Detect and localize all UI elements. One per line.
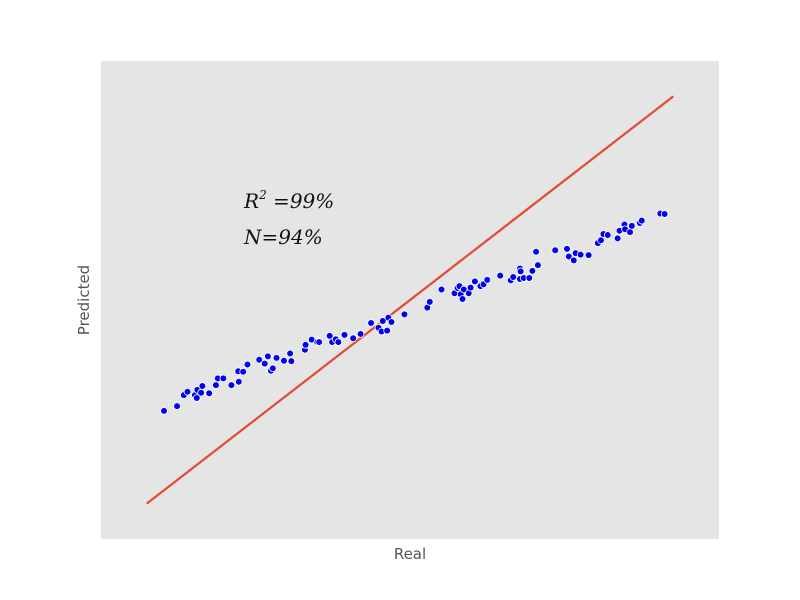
data-point [660,210,669,218]
data-point [459,285,468,294]
data-point [315,338,323,346]
reference-line-layer [146,95,674,505]
data-point [183,387,192,396]
data-point [255,355,264,364]
reference-line [146,95,674,505]
data-point [387,318,396,326]
data-point [637,216,646,225]
data-point [483,276,492,284]
data-point [551,246,560,255]
data-point [340,331,349,339]
annotations: R2 =99% N=94% [243,188,334,249]
data-point [569,256,578,265]
data-point [509,273,518,281]
data-point [613,234,622,243]
data-point [198,382,207,390]
data-point [603,231,612,239]
data-point [334,338,343,346]
data-point [471,277,479,286]
data-point [227,381,236,389]
data-point [160,407,168,415]
data-point [534,261,542,269]
data-point [235,377,243,386]
data-point [466,283,475,292]
data-point [367,319,375,327]
data-point [584,251,593,259]
data-point [272,354,281,362]
data-point [205,389,213,398]
data-point [197,388,205,397]
data-point [437,285,446,294]
data-point [286,349,294,358]
data-point [349,334,357,343]
data-point [425,298,434,306]
data-point [192,394,201,402]
data-point [212,381,220,389]
data-point [516,267,525,276]
y-axis-label: Predicted [75,265,93,335]
data-point [280,356,288,365]
data-point [565,252,573,261]
data-point [269,364,277,373]
data-point [243,360,252,369]
data-point [325,332,334,340]
data-point [576,250,585,259]
data-point [458,295,467,303]
data-point [260,359,269,368]
data-point [264,352,272,361]
points-layer [160,209,669,415]
data-point [383,326,391,335]
data-point [626,228,634,236]
data-point [379,317,387,325]
annotation-text: N=94% [243,225,323,249]
data-point [173,402,181,410]
data-point [287,357,296,365]
data-point [496,271,505,280]
data-point [239,367,247,376]
x-axis-label: Real [394,545,426,563]
data-point [563,245,571,253]
data-point [597,236,605,245]
data-point [528,267,537,275]
annotation-text: R2 =99% [243,188,334,213]
data-point [628,222,636,230]
data-point [219,374,228,383]
data-point [356,330,365,338]
data-point [400,310,409,319]
data-point [301,341,310,349]
data-point [532,247,540,256]
data-point [525,274,534,282]
